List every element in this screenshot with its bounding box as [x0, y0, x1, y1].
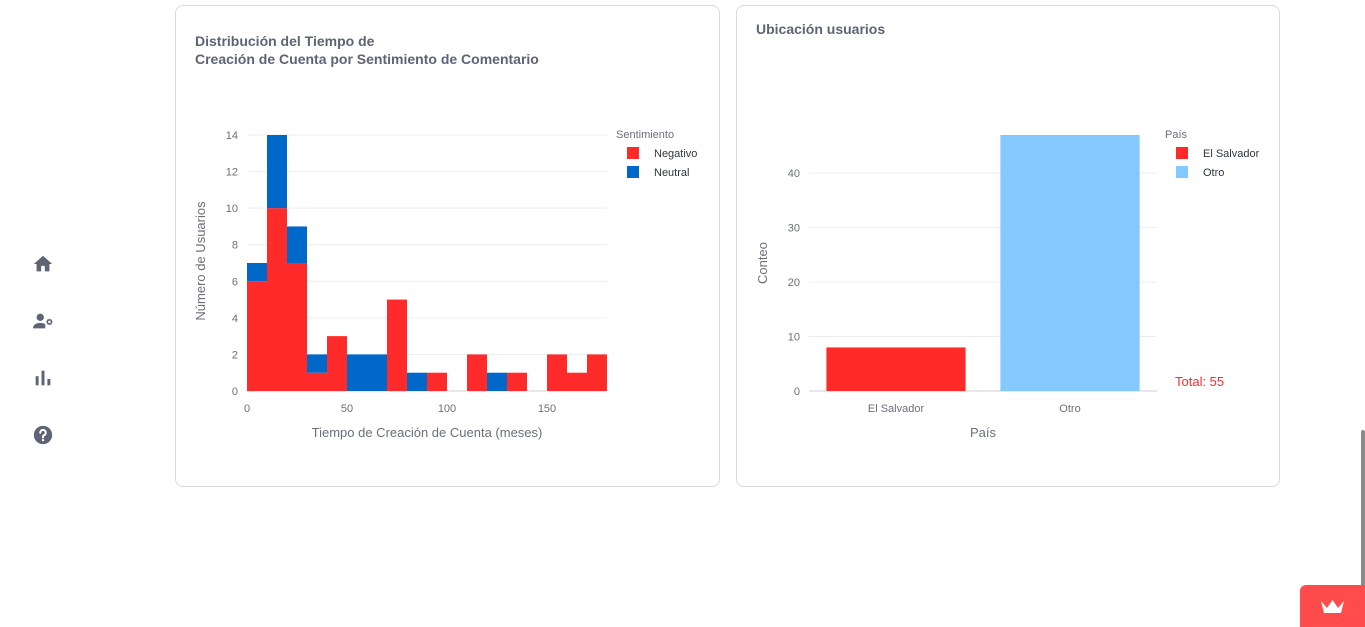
y-tick-label: 6	[232, 276, 238, 288]
x-axis-title: Tiempo de Creación de Cuenta (meses)	[312, 425, 543, 440]
histogram-bar-neutral	[247, 263, 267, 282]
bar-chart-icon[interactable]	[32, 367, 54, 389]
y-tick-label: 30	[788, 223, 800, 235]
legend-label: Neutral	[654, 167, 689, 179]
histogram-bar-negativo	[327, 336, 347, 391]
histogram-bar-negativo	[307, 372, 327, 391]
legend-label: Negativo	[654, 148, 697, 160]
users-settings-icon[interactable]	[32, 310, 54, 332]
histogram-bar-negativo	[467, 354, 487, 391]
y-tick-label: 20	[788, 277, 800, 289]
total-annotation: Total: 55	[1175, 374, 1224, 389]
legend-title: País	[1165, 129, 1188, 141]
x-tick-label: Otro	[1059, 403, 1080, 415]
histogram-chart[interactable]: 0 2 4 6 8 10 12 14 0 50 100 150 Tiempo de Creación d…	[176, 6, 721, 488]
legend-swatch	[627, 166, 639, 178]
histogram-bar-negativo	[587, 354, 607, 391]
histogram-bar-neutral	[407, 372, 427, 391]
histogram-bar-negativo	[427, 372, 447, 391]
histogram-bar-negativo	[387, 299, 407, 391]
histogram-bar-neutral	[307, 354, 327, 373]
bar-el-salvador	[826, 347, 966, 391]
y-tick-label: 0	[794, 386, 800, 398]
histogram-bar-negativo	[247, 281, 267, 391]
location-card: Ubicación usuarios 0 10 20 30 40 El Salvador E…	[736, 5, 1280, 487]
histogram-bar-negativo	[547, 354, 567, 391]
legend-label: El Salvador	[1203, 148, 1260, 160]
y-tick-label: 10	[788, 332, 800, 344]
legend-swatch	[1176, 166, 1188, 178]
legend-label: Otro	[1203, 167, 1224, 179]
location-title: Ubicación usuarios	[756, 21, 886, 37]
y-tick-label: 2	[232, 349, 238, 361]
y-tick-label: 0	[232, 386, 238, 398]
x-tick-label: 150	[538, 403, 556, 415]
y-tick-label: 8	[232, 240, 238, 252]
y-axis-title: Conteo	[755, 242, 770, 284]
histogram-bar-neutral	[367, 354, 387, 391]
streamlit-badge[interactable]	[1300, 585, 1365, 627]
histogram-title: Distribución del Tiempo de Creación de C…	[195, 33, 539, 67]
legend-swatch	[627, 147, 639, 159]
histogram-bar-negativo	[567, 372, 587, 391]
legend-title: Sentimiento	[616, 129, 674, 141]
y-tick-label: 4	[232, 313, 238, 325]
histogram-bar-negativo	[267, 208, 287, 391]
histogram-bar-neutral	[287, 226, 307, 263]
x-tick-label: 100	[438, 403, 456, 415]
y-tick-label: 12	[226, 167, 238, 179]
legend-swatch	[1176, 147, 1188, 159]
scrollbar[interactable]	[1361, 430, 1365, 590]
x-axis-title: País	[970, 425, 997, 440]
histogram-bar-neutral	[347, 354, 367, 391]
crown-icon	[1321, 600, 1344, 613]
histogram-card: Distribución del Tiempo de Creación de C…	[175, 5, 720, 487]
y-tick-label: 14	[226, 130, 238, 142]
histogram-bar-neutral	[487, 372, 507, 391]
y-tick-label: 10	[226, 203, 238, 215]
histogram-bar-neutral	[267, 135, 287, 209]
bar-otro	[1000, 135, 1140, 391]
x-tick-label: El Salvador	[868, 403, 925, 415]
x-tick-label: 50	[341, 403, 353, 415]
y-axis-title: Número de Usuarios	[193, 201, 208, 321]
sidebar	[0, 0, 90, 627]
histogram-bar-negativo	[507, 372, 527, 391]
help-icon[interactable]	[32, 424, 54, 446]
y-tick-label: 40	[788, 168, 800, 180]
x-tick-label: 0	[244, 403, 250, 415]
histogram-bar-negativo	[287, 263, 307, 391]
location-bar-chart[interactable]: 0 10 20 30 40 El Salvador El Salvador Otro Otro P…	[737, 6, 1281, 488]
home-icon[interactable]	[32, 253, 54, 275]
